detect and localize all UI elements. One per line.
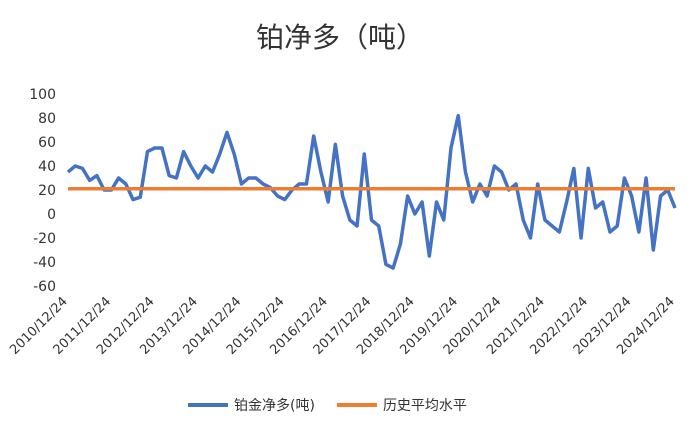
y-tick-label: 0 bbox=[47, 207, 56, 223]
chart-title: 铂净多（吨） bbox=[256, 21, 424, 54]
y-tick-label: 60 bbox=[38, 135, 56, 151]
y-tick-label: 20 bbox=[38, 183, 56, 199]
y-tick-label: 40 bbox=[38, 159, 56, 175]
y-tick-label: -40 bbox=[33, 255, 56, 271]
y-tick-label: 80 bbox=[38, 111, 56, 127]
y-tick-label: 100 bbox=[29, 87, 56, 103]
data-line bbox=[66, 113, 677, 270]
legend-label: 铂金净多(吨) bbox=[234, 397, 315, 414]
legend-label: 历史平均水平 bbox=[383, 398, 467, 414]
y-tick-label: -20 bbox=[33, 231, 56, 247]
y-tick-label: -60 bbox=[33, 279, 56, 295]
